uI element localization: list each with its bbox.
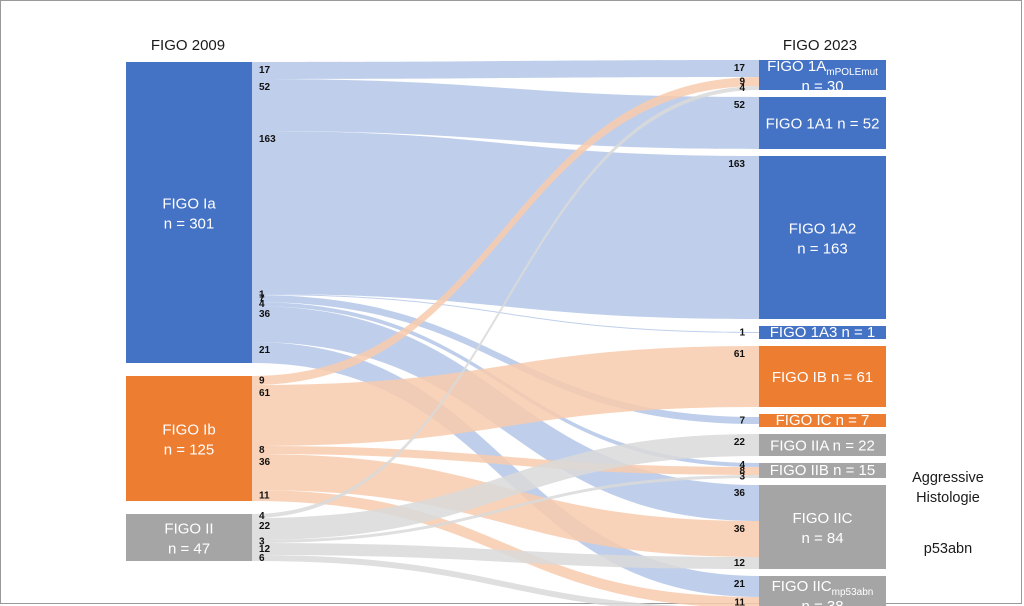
target-node-label: FIGO IIB n = 15 — [770, 462, 875, 479]
source-node-label: FIGO Ib — [162, 422, 215, 439]
flow-label-right: 52 — [734, 100, 746, 111]
target-node-label: FIGO IIA n = 22 — [770, 437, 875, 454]
target-node-IIC — [759, 485, 886, 569]
target-node-1A3 — [759, 326, 886, 339]
flow-label-left: 17 — [259, 65, 271, 76]
flow-II-to-IIA — [252, 434, 759, 540]
target-node-label: FIGO IC n = 7 — [776, 412, 870, 429]
flow-Ib-to-IIC — [252, 454, 759, 557]
source-node-count: n = 125 — [164, 442, 214, 459]
flow-Ib-to-IICp53 — [252, 490, 759, 606]
flow-label-left: 3 — [259, 537, 265, 548]
flow-label-right: 9 — [739, 77, 745, 88]
flow-Ia-to-IICp53 — [252, 342, 759, 597]
flow-Ia-to-IC — [252, 295, 759, 424]
side-label-histologie: Histologie — [916, 490, 980, 506]
flow-label-right: 36 — [734, 524, 746, 535]
flow-label-left: 9 — [259, 376, 265, 387]
flow-II-to-IIC — [252, 543, 759, 569]
flow-label-right: 1 — [739, 328, 745, 339]
flow-label-right: 61 — [734, 349, 746, 360]
flow-Ib-to-IIB — [252, 446, 759, 475]
flow-label-right: 12 — [734, 558, 746, 569]
label-layer: 17 17525216316311774436362121996161883636… — [259, 63, 745, 606]
flow-label-right: 4 — [739, 460, 745, 471]
target-node-1A1 — [759, 97, 886, 149]
flow-II-to-IIB — [252, 475, 759, 543]
flow-label-right: 21 — [734, 579, 746, 590]
flow-label-right: 4 — [739, 83, 745, 94]
target-node-1A2 — [759, 156, 886, 319]
flow-label-left: 12 — [259, 544, 271, 555]
flow-label-left: 21 — [259, 345, 271, 356]
target-node-label: FIGO 1A2 — [789, 221, 857, 238]
flow-label-left: 7 — [259, 294, 265, 305]
flow-label-left: 163 — [259, 134, 276, 145]
target-node-count: n = 30 — [801, 78, 843, 95]
source-node-count: n = 47 — [168, 541, 210, 558]
target-node-count: n = 38 — [801, 598, 843, 606]
flow-label-right: 36 — [734, 488, 746, 499]
flow-label-left: 8 — [259, 445, 265, 456]
flow-Ib-to-IB — [252, 346, 759, 446]
flow-II-to-IICp53 — [252, 555, 681, 606]
flow-label-left: 11 — [259, 491, 270, 502]
flow-label-left: 1 — [259, 290, 265, 301]
target-node-label: FIGO IIC — [793, 510, 853, 527]
source-node-Ib — [126, 376, 252, 501]
flow-label-right: 3 — [739, 472, 745, 483]
source-node-II — [126, 514, 252, 561]
flow-label-left: 36 — [259, 309, 271, 320]
flow-label-right: 8 — [739, 466, 745, 477]
flow-Ia-to-1Apole — [252, 60, 759, 79]
source-node-label: FIGO Ia — [162, 196, 216, 213]
target-node-label: FIGO 1A1 n = 52 — [766, 115, 880, 132]
target-node-count: n = 163 — [797, 241, 847, 258]
flow-label-right: 11 — [734, 598, 745, 606]
flow-label-right: 163 — [728, 159, 745, 170]
target-node-1Apole — [759, 60, 886, 90]
flow-Ib-to-1Apole — [252, 77, 759, 385]
flow-label-left: 22 — [259, 521, 271, 532]
flow-label-left: 4 — [259, 299, 265, 310]
target-node-label: FIGO IB n = 61 — [772, 369, 873, 386]
target-node-IIA — [759, 434, 886, 456]
source-node-count: n = 301 — [164, 216, 214, 233]
target-node-IICp53 — [759, 576, 886, 606]
flow-Ia-to-1A2 — [252, 131, 759, 319]
header-figo-2009: FIGO 2009 — [151, 37, 225, 54]
flow-Ia-to-1A3 — [252, 294, 759, 333]
target-node-count: n = 84 — [801, 530, 843, 547]
target-node-IB — [759, 346, 886, 407]
flow-label-left: 61 — [259, 388, 271, 399]
flow-label-left: 4 — [259, 511, 265, 522]
target-node-IIB — [759, 463, 886, 478]
flow-label-left: 36 — [259, 457, 271, 468]
source-node-label: FIGO II — [164, 521, 213, 538]
side-label-aggressive: Aggressive — [912, 470, 984, 486]
target-node-label: FIGO 1A3 n = 1 — [770, 324, 875, 341]
side-label-p53abn: p53abn — [924, 541, 972, 557]
flow-label-left: 6 — [259, 553, 265, 564]
flow-label-right: 22 — [734, 437, 746, 448]
target-node-IC — [759, 414, 886, 427]
header-figo-2023: FIGO 2023 — [783, 37, 857, 54]
flow-label-right: 17 — [734, 63, 746, 74]
source-node-Ia — [126, 62, 252, 363]
flow-label-right: 7 — [739, 416, 745, 427]
flow-II-to-1Apole — [252, 86, 759, 518]
flow-label-left: 52 — [259, 82, 271, 93]
flow-layer — [252, 60, 759, 606]
